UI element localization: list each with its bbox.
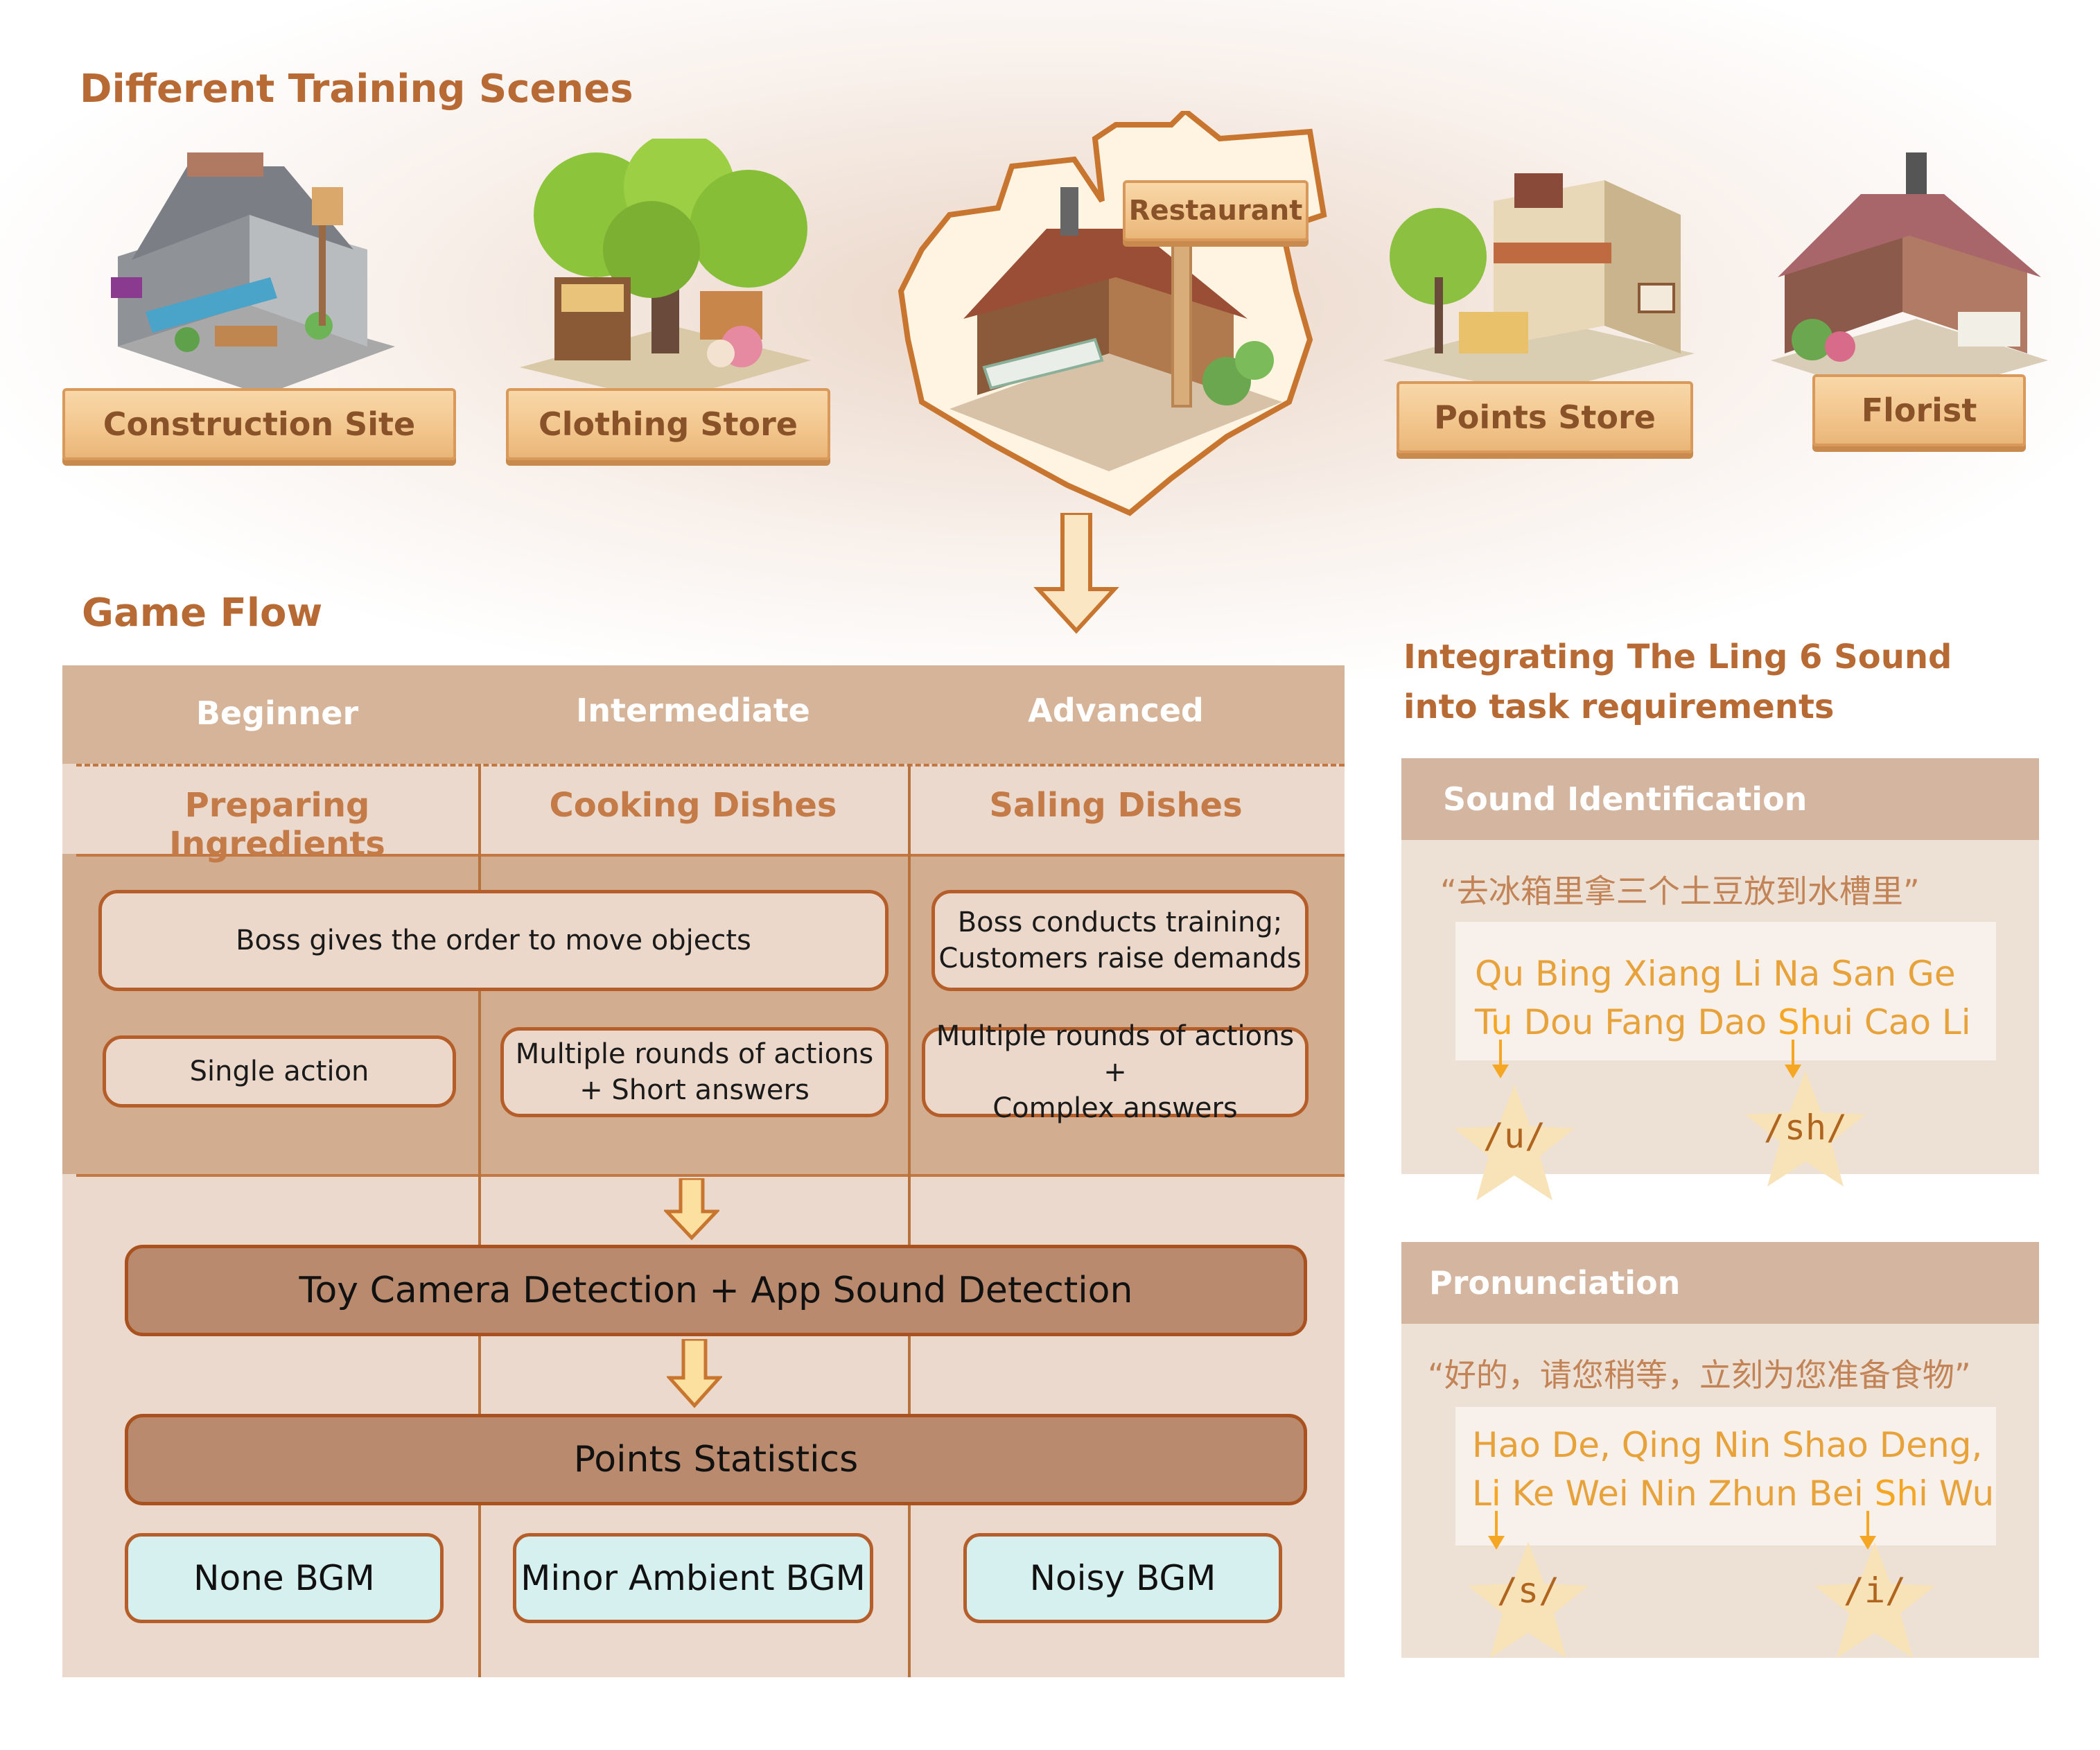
pinyin-line1: Hao De, Qing Nin Shao Deng, — [1472, 1425, 1983, 1465]
scene-construction-site[interactable]: Construction Site — [62, 139, 456, 460]
scene-clothing-store[interactable]: Clothing Store — [506, 139, 830, 460]
stage-cooking-dishes: Cooking Dishes — [549, 786, 837, 825]
flow-heading: Game Flow — [82, 590, 323, 636]
pointer-arrow-icon — [1785, 1040, 1801, 1078]
boss-training-line1: Boss conducts training; — [957, 907, 1283, 938]
florist-building-icon — [1771, 152, 2048, 402]
points-statistics-box: Points Statistics — [125, 1414, 1307, 1505]
pointer-arrow-icon — [1860, 1511, 1876, 1550]
bgm-none: None BGM — [125, 1533, 444, 1623]
sound-sh: /sh/ — [1763, 1108, 1848, 1148]
bgm-noisy: Noisy BGM — [963, 1533, 1282, 1623]
multi-short-line2: + Short answers — [579, 1074, 810, 1106]
pinyin-line2: Tu Dou Fang Dao Shui Cao Li — [1475, 1002, 1971, 1042]
boss-training-box: Boss conducts training; Customers raise … — [931, 890, 1309, 991]
scene-label-plank: Clothing Store — [506, 388, 830, 460]
boss-training-line2: Customers raise demands — [938, 943, 1302, 974]
column-divider-2 — [908, 764, 911, 1677]
sound-identification-quote: “去冰箱里拿三个土豆放到水槽里” — [1440, 873, 1920, 910]
scene-label-plank: Florist — [1812, 374, 2026, 446]
bgm-minor-ambient: Minor Ambient BGM — [513, 1533, 873, 1623]
sound-i: /i/ — [1843, 1570, 1907, 1611]
restaurant-sign: Restaurant — [1123, 180, 1309, 241]
column-divider-1 — [478, 764, 481, 1677]
level-advanced: Advanced — [1028, 692, 1204, 729]
task-divider — [76, 1174, 1345, 1177]
scene-label-plank: Points Store — [1397, 381, 1693, 453]
multi-complex-line2: Complex answers — [992, 1092, 1238, 1124]
level-beginner: Beginner — [195, 694, 359, 732]
star-icon — [1454, 1085, 1575, 1200]
sound-identification-title: Sound Identification — [1401, 758, 2039, 840]
pinyin-note — [1455, 922, 1996, 1060]
stage-divider — [76, 854, 1345, 857]
flow-arrow-icon — [664, 1178, 719, 1241]
pointer-arrow-icon — [1492, 1040, 1509, 1078]
scene-points-store[interactable]: Points Store — [1376, 159, 1701, 453]
detection-box: Toy Camera Detection + App Sound Detecti… — [125, 1245, 1307, 1336]
multi-short-box: Multiple rounds of actions + Short answe… — [500, 1027, 889, 1117]
scene-restaurant[interactable]: Restaurant — [894, 111, 1338, 520]
scenes-heading: Different Training Scenes — [80, 67, 633, 112]
star-icon — [1468, 1542, 1589, 1658]
star-icon — [1814, 1542, 1935, 1658]
sound-s: /s/ — [1496, 1570, 1560, 1611]
boss-order-box: Boss gives the order to move objects — [98, 890, 889, 991]
down-arrow-icon — [1033, 513, 1119, 634]
sound-u: /u/ — [1482, 1116, 1546, 1156]
stage-saling-dishes: Saling Dishes — [989, 786, 1243, 825]
integrating-heading-line1: Integrating The Ling 6 Sound — [1403, 638, 1952, 676]
pronunciation-title: Pronunciation — [1401, 1242, 2039, 1324]
integrating-heading-line2: into task requirements — [1403, 688, 1835, 726]
level-header-band — [62, 665, 1345, 764]
multi-complex-line1: Multiple rounds of actions + — [936, 1020, 1295, 1088]
construction-building-icon — [111, 152, 395, 395]
single-action-box: Single action — [103, 1035, 456, 1108]
multi-complex-box: Multiple rounds of actions + Complex ans… — [922, 1020, 1309, 1124]
pronunciation-quote: “好的，请您稍等，立刻为您准备食物” — [1428, 1356, 1971, 1394]
scene-florist[interactable]: Florist — [1764, 152, 2055, 446]
pinyin-note — [1455, 1407, 1996, 1546]
pinyin-line2: Li Ke Wei Nin Zhun Bei Shi Wu — [1472, 1473, 1995, 1514]
level-intermediate: Intermediate — [576, 692, 810, 729]
stage-preparing-ingredients: Preparing Ingredients — [169, 786, 385, 864]
scene-label-plank: Construction Site — [62, 388, 456, 460]
points-store-building-icon — [1383, 173, 1695, 395]
integrating-heading: Integrating The Ling 6 Sound into task r… — [1403, 632, 1952, 732]
tree-house-icon — [520, 139, 811, 402]
header-divider — [76, 764, 1345, 767]
pinyin-line1: Qu Bing Xiang Li Na San Ge — [1475, 954, 1956, 994]
pointer-arrow-icon — [1488, 1511, 1505, 1550]
flow-arrow-icon — [667, 1339, 722, 1408]
star-icon — [1745, 1071, 1866, 1187]
multi-short-line1: Multiple rounds of actions — [515, 1038, 874, 1070]
